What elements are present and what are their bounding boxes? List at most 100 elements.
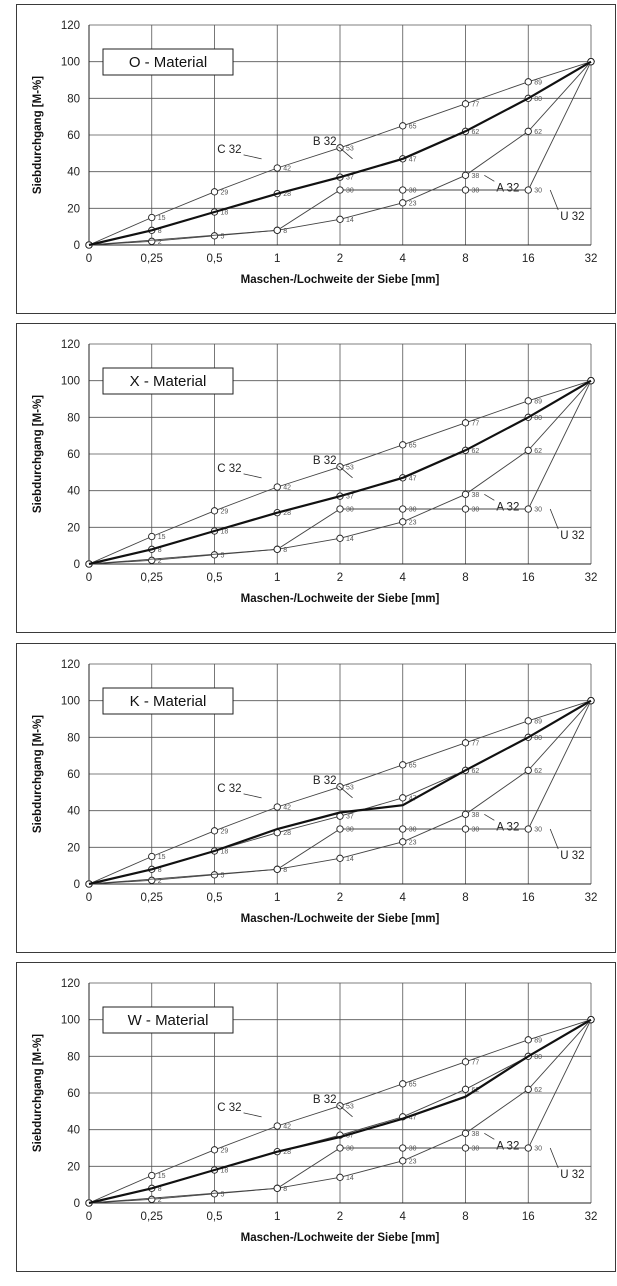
- curve-name-label: A 32: [496, 182, 519, 194]
- data-label: 30: [472, 1146, 480, 1153]
- data-point: [461, 1085, 470, 1093]
- y-tick-label: 100: [61, 57, 80, 69]
- data-label: 29: [221, 508, 229, 515]
- curve-name-label: U 32: [560, 211, 584, 223]
- data-label: 14: [346, 1175, 354, 1182]
- data-label: 28: [283, 830, 291, 837]
- data-label: 38: [472, 173, 480, 180]
- y-tick-label: 80: [67, 93, 80, 105]
- data-point: [399, 825, 407, 833]
- data-label: 30: [534, 1146, 542, 1153]
- x-axis-label: Maschen-/Lochweite der Siebe [mm]: [241, 593, 440, 605]
- material-curve: [88, 1018, 592, 1205]
- data-label: 62: [472, 768, 480, 775]
- title-box: W - Material: [102, 1006, 234, 1034]
- data-point: [336, 854, 344, 862]
- data-point: [210, 1190, 219, 1198]
- data-point: [399, 441, 407, 449]
- data-point: [399, 1080, 407, 1088]
- data-point: [461, 810, 470, 818]
- chart-svg: 0 20 40 60 80 100 120 0 0,25 0,5 1 2 4 8 16 32 Maschen-/…: [32, 20, 597, 286]
- data-label: 65: [409, 442, 417, 449]
- chart-title: O - Material: [129, 54, 207, 71]
- material-curve: [88, 60, 592, 247]
- data-label: 28: [283, 510, 291, 517]
- data-label: 2: [158, 878, 162, 885]
- data-label: 42: [283, 166, 291, 173]
- data-point: [273, 803, 281, 811]
- x-tick-label: 0,5: [207, 892, 223, 904]
- data-point: [461, 1144, 470, 1152]
- x-tick-label: 2: [337, 1211, 343, 1223]
- data-point: [210, 232, 219, 240]
- grid: [88, 343, 592, 565]
- y-tick-label: 120: [61, 339, 80, 351]
- data-label: 18: [221, 849, 229, 856]
- data-point: [399, 1157, 407, 1165]
- title-box-frame: [102, 687, 234, 715]
- data-label: 62: [534, 129, 542, 136]
- data-point: [524, 1144, 532, 1152]
- data-point: [399, 1144, 407, 1152]
- data-point: [524, 717, 532, 725]
- curve-name-label: C 32: [217, 1102, 241, 1114]
- x-tick-label: 1: [274, 892, 280, 904]
- x-tick-label: 32: [585, 1211, 598, 1223]
- y-tick-label: 100: [61, 696, 80, 708]
- x-tick-label: 4: [400, 1211, 407, 1223]
- x-tick-label: 0,25: [141, 572, 163, 584]
- chart-title: W - Material: [128, 1012, 209, 1029]
- data-label: 53: [346, 464, 354, 471]
- curve-name-label: C 32: [217, 463, 241, 475]
- y-tick-label: 60: [67, 1088, 80, 1100]
- data-label: 8: [158, 1186, 162, 1193]
- x-tick-label: 1: [274, 1211, 280, 1223]
- x-axis-label: Maschen-/Lochweite der Siebe [mm]: [241, 274, 440, 286]
- data-point: [336, 825, 344, 833]
- data-label: 89: [534, 79, 542, 86]
- data-point: [210, 827, 219, 835]
- x-tick-label: 16: [522, 892, 535, 904]
- data-point: [461, 505, 470, 513]
- data-point: [524, 1085, 532, 1093]
- title-box: K - Material: [102, 687, 234, 715]
- x-tick-label: 16: [522, 1211, 535, 1223]
- data-point: [461, 171, 470, 179]
- data-point: [273, 1122, 281, 1130]
- x-tick-label: 0,25: [141, 1211, 163, 1223]
- x-axis-label: Maschen-/Lochweite der Siebe [mm]: [241, 913, 440, 925]
- data-label: 23: [409, 839, 417, 846]
- x-tick-label: 8: [462, 253, 468, 265]
- data-label: 30: [409, 188, 417, 195]
- data-label: 38: [472, 1131, 480, 1138]
- data-label: 77: [472, 740, 480, 747]
- data-point: [524, 1036, 532, 1044]
- data-label: 2: [158, 558, 162, 565]
- data-label: 80: [534, 1054, 542, 1061]
- data-point: [336, 186, 344, 194]
- curve-leader-line: [484, 813, 495, 821]
- curve-leader-line: [338, 785, 353, 799]
- curve-name-label: U 32: [560, 850, 584, 862]
- data-point: [524, 766, 532, 774]
- x-tick-label: 0: [86, 253, 92, 265]
- data-label: 30: [472, 827, 480, 834]
- y-tick-label: 40: [67, 167, 80, 179]
- data-label: 29: [221, 828, 229, 835]
- data-label: 47: [409, 156, 417, 163]
- chart-svg: 0 20 40 60 80 100 120 0 0,25 0,5 1 2 4 8 16 32 Maschen-/…: [32, 978, 598, 1244]
- curve-leader-line: [243, 793, 262, 799]
- data-label: 23: [409, 519, 417, 526]
- data-point: [148, 876, 156, 884]
- data-label: 30: [346, 1146, 354, 1153]
- data-point: [461, 1058, 470, 1066]
- curve-name-label: A 32: [496, 1140, 519, 1152]
- data-label: 62: [534, 1087, 542, 1094]
- curve-leader-line: [338, 465, 353, 479]
- data-label: 30: [472, 507, 480, 514]
- data-label: 89: [534, 1037, 542, 1044]
- chart-panel-w-material: 0 20 40 60 80 100 120 0 0,25 0,5 1 2 4 8 16 32 Maschen-/…: [16, 962, 616, 1272]
- data-label: 30: [534, 827, 542, 834]
- y-tick-label: 20: [67, 842, 80, 854]
- data-point: [524, 825, 532, 833]
